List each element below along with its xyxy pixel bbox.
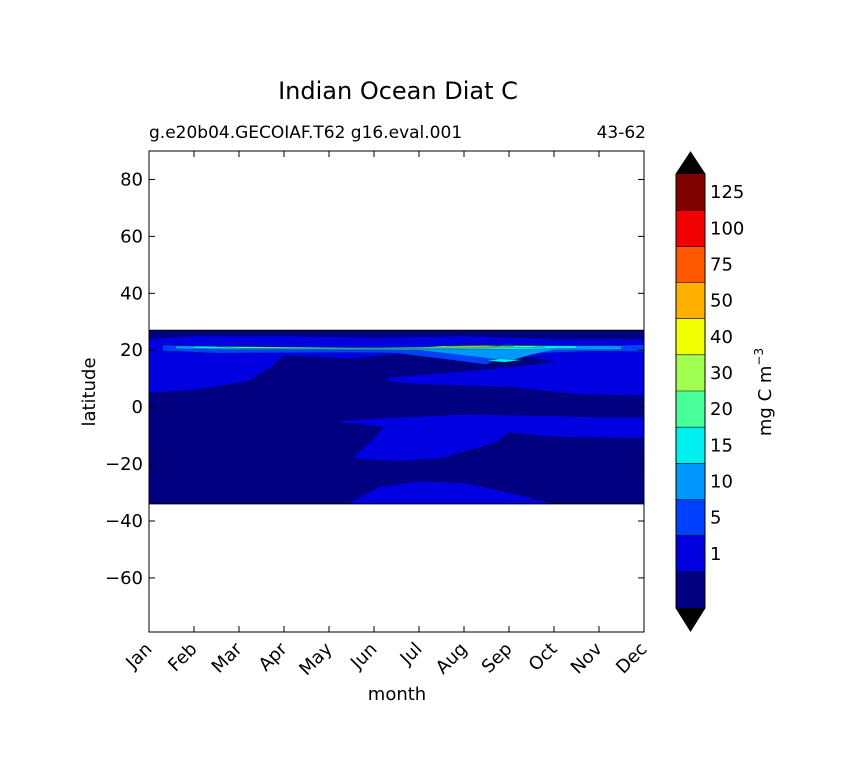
colorbar-tick-label: 75 (710, 254, 733, 275)
colorbar-tick-label: 15 (710, 435, 733, 456)
colorbar-label: mg C m−3 (752, 348, 776, 436)
colorbar-tick-label: 100 (710, 218, 744, 239)
y-tick-label: −20 (105, 454, 143, 475)
colorbar-swatch (676, 282, 705, 319)
contour-region-central-band (333, 414, 644, 462)
colorbar-tick-label: 20 (710, 399, 733, 420)
colorbar-tick-label: 125 (710, 182, 744, 203)
colorbar-tick-label: 5 (710, 508, 721, 529)
x-tick-label-may: May (295, 638, 336, 679)
y-tick-label: 40 (120, 283, 143, 304)
colorbar-outline (675, 151, 706, 632)
colorbar-swatch (676, 535, 705, 573)
x-tick-label-sep: Sep (478, 639, 517, 678)
colorbar-tick-label: 30 (710, 363, 733, 384)
colorbar-extend-top (676, 152, 705, 174)
x-tick-label-oct: Oct (525, 639, 562, 676)
colorbar-extend-bottom (676, 608, 705, 631)
colorbar-swatch (676, 354, 705, 392)
colorbar-label-exponent: −3 (752, 348, 766, 366)
plot-area: Jan Feb Mar Apr May Jun Jul Aug Sep Oct Nov Dec 80 6… (105, 150, 652, 680)
colorbar-swatch (676, 318, 705, 356)
colorbar-tick-label: 40 (710, 327, 733, 348)
y-tick-label: 20 (120, 340, 143, 361)
colorbar-swatch (676, 391, 705, 428)
x-tick-label-jul: Jul (396, 639, 427, 670)
chart-subtitle-right: 43-62 (597, 123, 646, 143)
y-tick-label: 60 (120, 226, 143, 247)
y-tick-label: −60 (105, 568, 143, 589)
y-axis-label: latitude (79, 357, 100, 426)
colorbar-swatch (676, 499, 705, 536)
colorbar-swatch (676, 463, 705, 500)
x-tick-label-jun: Jun (346, 639, 381, 674)
x-tick-label-apr: Apr (255, 638, 292, 675)
x-axis-label: month (368, 684, 426, 705)
colorbar-swatch (676, 174, 705, 211)
y-tick-label: 0 (132, 397, 143, 418)
x-tick-label-mar: Mar (208, 638, 247, 677)
y-axis: 80 60 40 20 0 −20 −40 −60 (105, 169, 644, 589)
y-tick-label: 80 (120, 169, 143, 190)
colorbar-tick-label: 10 (710, 471, 733, 492)
chart-title: Indian Ocean Diat C (278, 77, 518, 105)
contour-region-spot-15 (486, 358, 523, 363)
y-tick-label: −40 (105, 511, 143, 532)
x-tick-label-dec: Dec (612, 639, 651, 678)
colorbar-tick-label: 50 (710, 291, 733, 312)
contour-region-strip-20 (216, 345, 546, 349)
contour-region-peak-40 (445, 345, 501, 348)
contour-layer (149, 329, 644, 505)
x-tick-label-jan: Jan (121, 639, 156, 674)
colorbar-swatch (676, 246, 705, 283)
x-tick-label-aug: Aug (432, 639, 472, 679)
chart-subtitle-left: g.e20b04.GECOIAF.T62 g16.eval.001 (149, 123, 462, 143)
colorbar-swatch (676, 427, 705, 464)
colorbar-swatch (676, 571, 705, 609)
colorbar-swatch (676, 210, 705, 247)
x-tick-label-nov: Nov (567, 638, 607, 678)
colorbar-label-text: mg C m (755, 366, 776, 437)
x-tick-label-feb: Feb (164, 639, 201, 676)
colorbar-tick-label: 1 (710, 544, 721, 565)
